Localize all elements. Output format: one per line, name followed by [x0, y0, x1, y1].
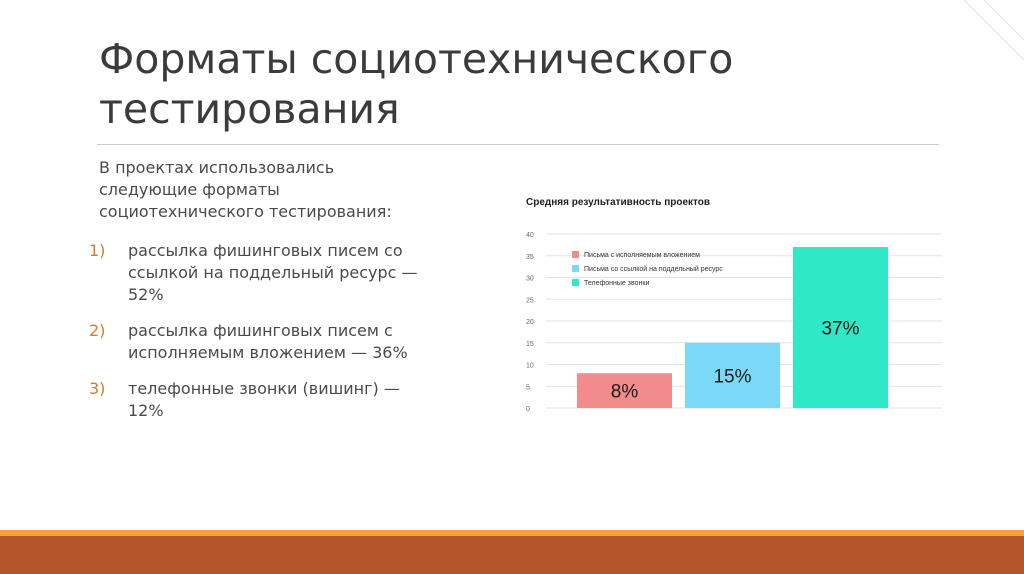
- bar-value-label: 15%: [713, 366, 751, 387]
- legend-label: Телефонные звонки: [584, 280, 649, 287]
- list-item: 2) рассылка фишинговых писем с исполняем…: [89, 320, 429, 364]
- bar: [577, 373, 672, 408]
- y-tick-label: 25: [526, 297, 534, 304]
- y-tick-label: 30: [526, 276, 534, 283]
- list-item: 1) рассылка фишинговых писем со ссылкой …: [89, 240, 429, 306]
- footer-bar: [0, 536, 1024, 574]
- y-tick-label: 40: [526, 232, 534, 239]
- chart-title: Средняя результативность проектов: [526, 197, 710, 208]
- intro-text: В проектах использовались следующие форм…: [99, 158, 392, 221]
- corner-decoration: [964, 0, 1024, 61]
- legend-label: Письма с исполняемым вложением: [584, 252, 700, 259]
- legend-swatch: [572, 265, 579, 272]
- y-tick-label: 35: [526, 254, 534, 261]
- list-item-number: 2): [89, 321, 106, 340]
- legend-swatch: [572, 279, 579, 286]
- y-tick-label: 10: [526, 363, 534, 370]
- list-item-text: телефонные звонки (вишинг) — 12%: [128, 379, 400, 420]
- y-tick-label: 0: [526, 406, 530, 413]
- y-tick-label: 15: [526, 341, 534, 348]
- formats-list: 1) рассылка фишинговых писем со ссылкой …: [89, 240, 429, 436]
- slide-title: Форматы социотехнического тестирования: [99, 35, 734, 133]
- list-item: 3) телефонные звонки (вишинг) — 12%: [89, 378, 429, 422]
- bar-value-label: 8%: [611, 382, 639, 403]
- list-item-text: рассылка фишинговых писем с исполняемым …: [128, 321, 408, 362]
- list-item-number: 1): [89, 241, 106, 260]
- bar-value-label: 37%: [821, 319, 859, 340]
- legend-label: Письма со ссылкой на поддельный ресурс: [584, 265, 723, 273]
- legend-swatch: [572, 251, 579, 258]
- y-tick-label: 5: [526, 384, 530, 391]
- footer-accent-stripe: [0, 530, 1024, 536]
- list-item-text: рассылка фишинговых писем со ссылкой на …: [128, 241, 418, 304]
- chart-container: Средняя результативность проектов 0 5 10 15 2…: [520, 190, 950, 425]
- y-tick-label: 20: [526, 319, 534, 326]
- bar: [685, 342, 780, 408]
- bar-chart: Средняя результативность проектов 0 5 10 15 2…: [526, 197, 942, 413]
- bar: [793, 247, 888, 408]
- title-divider: [97, 144, 939, 145]
- list-item-number: 3): [89, 379, 106, 398]
